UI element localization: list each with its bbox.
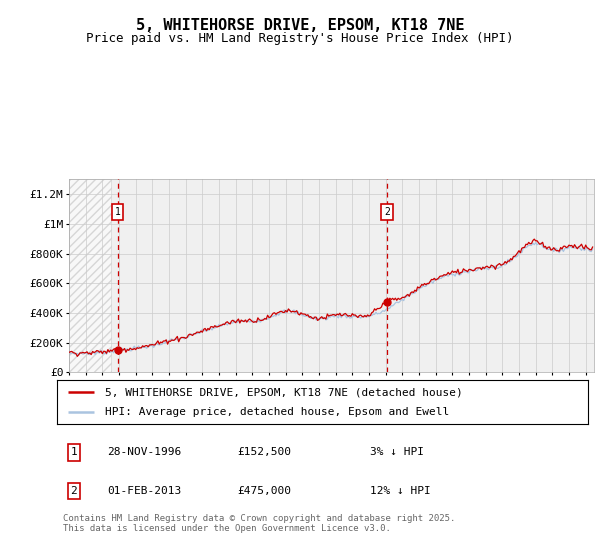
Text: HPI: Average price, detached house, Epsom and Ewell: HPI: Average price, detached house, Epso…: [105, 407, 449, 417]
Text: £475,000: £475,000: [238, 486, 292, 496]
Text: 28-NOV-1996: 28-NOV-1996: [107, 447, 182, 458]
Text: 3% ↓ HPI: 3% ↓ HPI: [370, 447, 424, 458]
Text: 1: 1: [115, 207, 121, 217]
Text: 1: 1: [71, 447, 77, 458]
Text: Contains HM Land Registry data © Crown copyright and database right 2025.
This d: Contains HM Land Registry data © Crown c…: [63, 514, 455, 533]
Text: 01-FEB-2013: 01-FEB-2013: [107, 486, 182, 496]
Text: 5, WHITEHORSE DRIVE, EPSOM, KT18 7NE (detached house): 5, WHITEHORSE DRIVE, EPSOM, KT18 7NE (de…: [105, 387, 463, 397]
Bar: [69, 179, 110, 372]
Text: 12% ↓ HPI: 12% ↓ HPI: [370, 486, 431, 496]
Text: 5, WHITEHORSE DRIVE, EPSOM, KT18 7NE: 5, WHITEHORSE DRIVE, EPSOM, KT18 7NE: [136, 18, 464, 34]
Text: 2: 2: [71, 486, 77, 496]
Text: 2: 2: [384, 207, 390, 217]
Text: Price paid vs. HM Land Registry's House Price Index (HPI): Price paid vs. HM Land Registry's House …: [86, 32, 514, 45]
Text: £152,500: £152,500: [238, 447, 292, 458]
